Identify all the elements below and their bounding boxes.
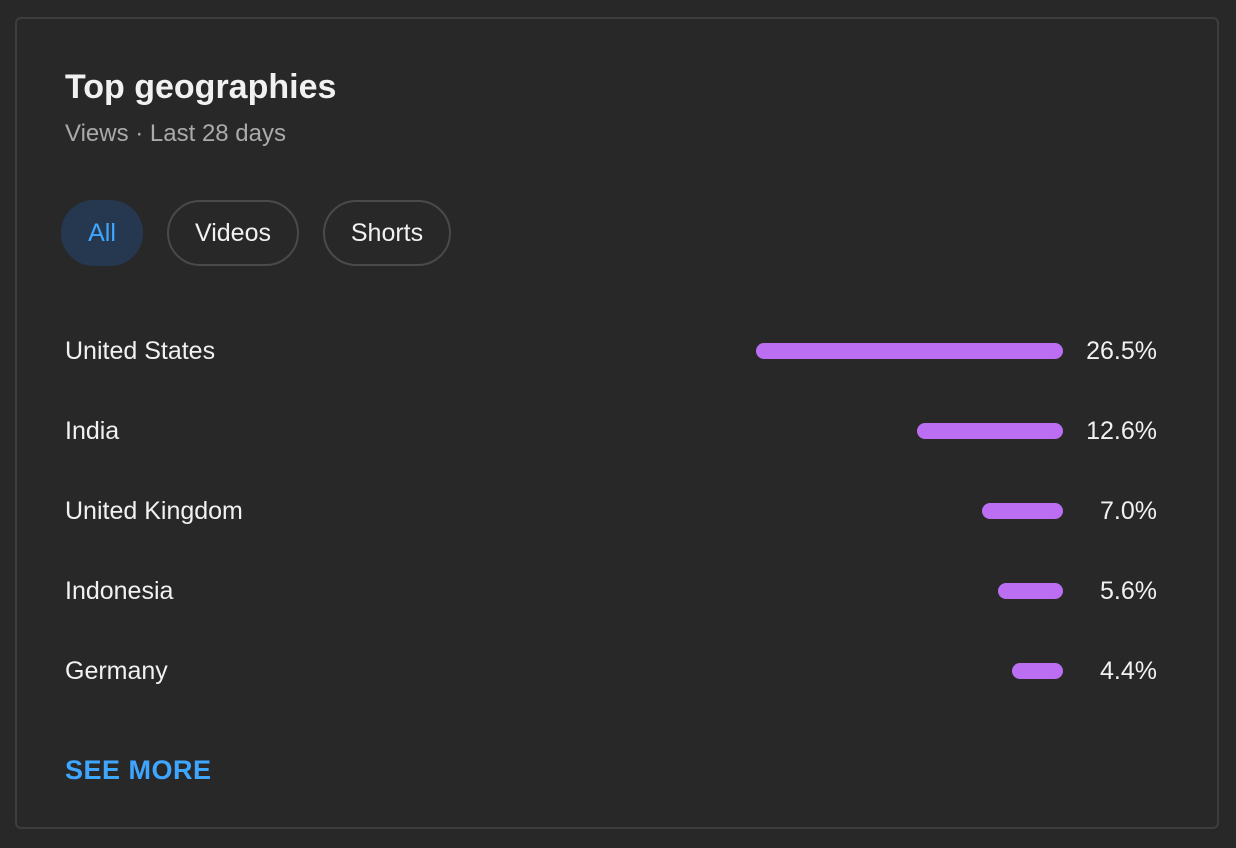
filter-chip-videos[interactable]: Videos <box>167 200 299 266</box>
country-name: Germany <box>65 657 168 685</box>
country-name: United States <box>65 337 216 365</box>
country-name: United Kingdom <box>65 497 243 525</box>
card-subtitle: Views · Last 28 days <box>65 120 287 147</box>
country-name: Indonesia <box>65 577 174 605</box>
geography-row: India 12.6% <box>65 391 1157 471</box>
country-name: India <box>65 417 120 445</box>
geography-row: United States 26.5% <box>65 311 1157 391</box>
filter-chip-all[interactable]: All <box>61 200 143 266</box>
percent-bar <box>755 343 1063 359</box>
geography-row: Germany 4.4% <box>65 631 1157 711</box>
geography-row: United Kingdom 7.0% <box>65 471 1157 551</box>
percent-bar <box>1011 663 1063 679</box>
filter-chip-shorts[interactable]: Shorts <box>323 200 451 266</box>
percent-value: 26.5% <box>1086 337 1157 365</box>
percent-value: 5.6% <box>1100 577 1157 605</box>
top-geographies-card: Top geographies Views · Last 28 days All… <box>15 17 1219 829</box>
percent-value: 7.0% <box>1100 497 1157 525</box>
percent-bar <box>916 423 1063 439</box>
percent-bar <box>998 583 1063 599</box>
percent-value: 12.6% <box>1086 417 1157 445</box>
see-more-link[interactable]: SEE MORE <box>65 755 212 785</box>
card-title: Top geographies <box>65 68 337 106</box>
percent-value: 4.4% <box>1100 657 1157 685</box>
percent-bar <box>981 503 1063 519</box>
geography-row: Indonesia 5.6% <box>65 551 1157 631</box>
